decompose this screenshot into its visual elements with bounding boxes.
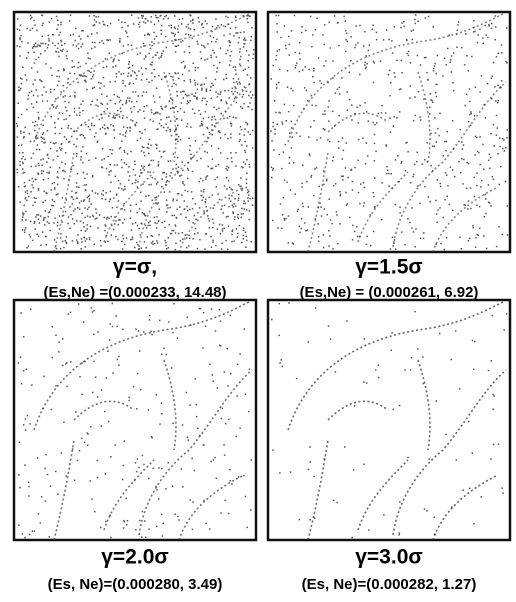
image-frame: [12, 10, 258, 254]
edge-curve: [103, 459, 155, 531]
edge-curve: [33, 13, 250, 143]
edge-curve: [163, 71, 177, 163]
edge-curve: [432, 474, 499, 541]
panel-title: γ=1.5σ: [355, 256, 423, 279]
panel-title: γ=2.0σ: [101, 546, 169, 569]
image-frame: [12, 298, 258, 542]
edge-curve: [432, 186, 499, 253]
edge-curve: [357, 459, 409, 531]
edge-curve: [417, 71, 431, 163]
edge-curve: [287, 13, 504, 143]
edge-curve: [392, 369, 507, 536]
edge-map: [271, 301, 508, 541]
panel-title: γ=3.0σ: [355, 546, 423, 569]
edge-curve: [178, 186, 245, 253]
edge-map: [16, 13, 255, 253]
edge-curve: [103, 171, 155, 243]
panel-subtitle: (Es,Ne) =(0.000233, 14.48): [43, 284, 226, 301]
edge-curve: [53, 439, 75, 541]
edge-curve: [163, 359, 177, 451]
panel-subtitle: (Es,Ne) = (0.000261, 6.92): [300, 284, 479, 301]
edge-map: [17, 301, 253, 541]
edge-curve: [287, 301, 504, 431]
image-frame: [266, 298, 512, 542]
image-frame: [266, 10, 512, 254]
edge-curve: [138, 369, 253, 536]
edge-curve: [178, 474, 245, 541]
edge-curve: [392, 81, 507, 248]
panel-subtitle: (Es, Ne)=(0.000282, 1.27): [302, 576, 477, 593]
edge-curve: [53, 151, 75, 253]
edge-curve: [357, 171, 409, 243]
edge-curve: [307, 151, 329, 253]
edge-curve: [138, 81, 253, 248]
edge-curve: [307, 439, 329, 541]
edge-curve: [417, 359, 431, 451]
edge-map: [270, 13, 509, 253]
panel-subtitle: (Es, Ne)=(0.000280, 3.49): [48, 576, 223, 593]
edge-curve: [33, 301, 250, 431]
panel-title: γ=σ,: [113, 256, 157, 279]
